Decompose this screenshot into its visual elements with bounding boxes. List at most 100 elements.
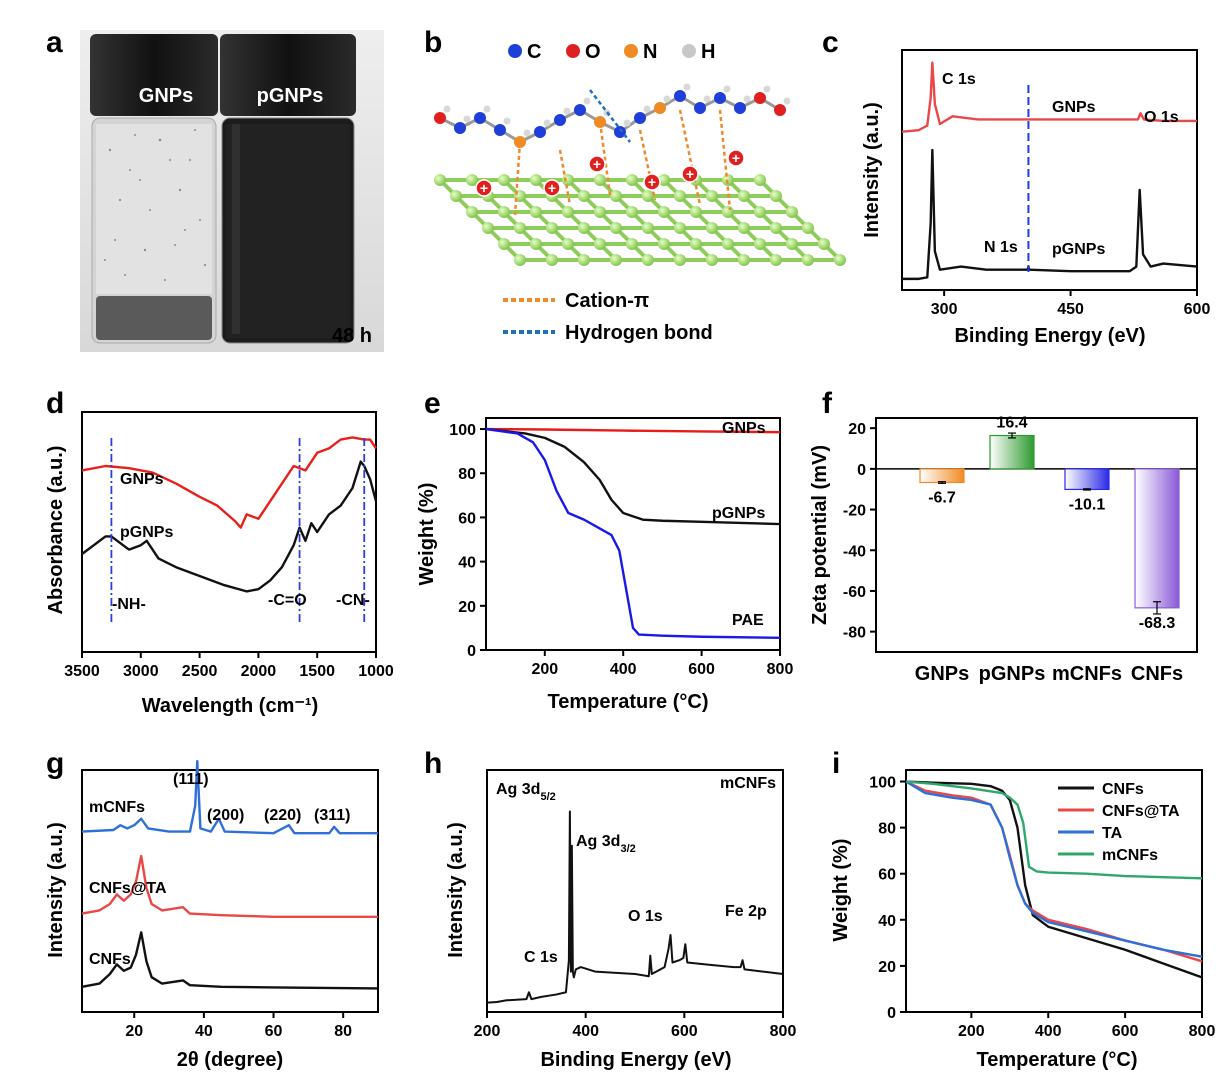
series-line-mcnfs	[905, 780, 1203, 880]
graphene-atom	[514, 222, 526, 234]
y-tick-label: 20	[878, 959, 896, 976]
graphene-atom	[562, 238, 574, 250]
plot-frame	[905, 769, 1203, 1013]
graphene-atom	[658, 174, 670, 186]
peak-label-200: (200)	[207, 807, 244, 824]
vial-photo	[80, 30, 384, 352]
legend-label: TA	[1102, 825, 1123, 842]
ftir-chart-d: 3500 3000 2500 2000 1500 1000 GNPs pGNPs -NH- -C=…	[45, 411, 394, 717]
graphene-atom	[658, 206, 670, 218]
graphene-atom	[786, 206, 798, 218]
series-line-pae	[485, 427, 781, 640]
series-label-gnps: GNPs	[120, 471, 164, 488]
panel-label-d: d	[46, 387, 64, 420]
cation-pi-line	[513, 141, 522, 216]
peak-label-111: (111)	[173, 771, 209, 788]
graphene-atom	[530, 174, 542, 186]
series-line-cnfs-ta	[81, 854, 378, 918]
vial-label-gnps: GNPs	[139, 85, 193, 107]
polymer-atom	[434, 112, 446, 124]
series-label-pae: PAE	[732, 612, 764, 629]
plot-frame	[486, 769, 784, 1013]
y-tick-label: 100	[449, 422, 476, 439]
plus-glyph: +	[593, 156, 601, 172]
polymer-atom	[494, 124, 506, 136]
peak-label-o1s: O 1s	[628, 908, 663, 925]
panel-label-e: e	[424, 387, 441, 420]
series-line-mcnfs	[486, 810, 784, 1004]
graphene-atom	[594, 206, 606, 218]
y-tick-label: -40	[843, 543, 866, 560]
polymer-atom	[694, 102, 706, 114]
plus-glyph: +	[548, 180, 556, 196]
atom-legend: C O N H	[508, 41, 715, 63]
hydrogen-bond-label: Hydrogen bond	[565, 322, 713, 344]
band-label-nh: -NH-	[112, 596, 146, 613]
plot-frame	[875, 417, 1198, 653]
graphene-atom	[466, 206, 478, 218]
x-tick-label: 40	[195, 1023, 213, 1040]
plot-frame	[81, 769, 379, 1013]
x-axis-title: 2θ (degree)	[177, 1049, 283, 1071]
polymer-atom	[774, 104, 786, 116]
atom-o-label: O	[585, 41, 601, 63]
graphene-atom	[738, 222, 750, 234]
x-tick-label: 3500	[64, 663, 100, 680]
hydrogen-atom	[463, 115, 471, 123]
y-tick-label: 80	[458, 466, 476, 483]
x-tick-label: 600	[688, 661, 715, 678]
y-axis-title: Zeta potential (mV)	[809, 445, 831, 625]
series-line-mcnfs	[81, 760, 378, 835]
panel-label-c: c	[822, 26, 839, 59]
y-tick-label: 20	[848, 421, 866, 438]
graphene-atom	[818, 238, 830, 250]
y-tick-label: 60	[878, 867, 896, 884]
legend-label: mCNFs	[1102, 847, 1158, 864]
x-tick-label: 3000	[123, 663, 159, 680]
hydrogen-atom	[683, 83, 691, 91]
panel-label-g: g	[46, 747, 64, 780]
x-tick-label: 20	[125, 1023, 143, 1040]
xps-chart-h: 200 400 600 800 mCNFs Ag 3d5/2 Ag 3d3/2 O 1s C 1…	[445, 769, 796, 1071]
x-tick-label: 1000	[358, 663, 394, 680]
graphene-atom	[626, 238, 638, 250]
x-tick-label: 400	[1035, 1023, 1062, 1040]
graphene-atom	[514, 254, 526, 266]
atom-c-dot	[508, 44, 522, 58]
graphene-atom	[562, 174, 574, 186]
graphene-atom	[674, 254, 686, 266]
graphene-atom	[770, 254, 782, 266]
plot-frame	[81, 411, 377, 653]
series-line-ta	[905, 780, 1203, 958]
hydrogen-atom	[523, 129, 531, 137]
x-tick-label: 600	[1112, 1023, 1139, 1040]
y-tick-label: -20	[843, 503, 866, 520]
x-category-label: GNPs	[915, 663, 969, 685]
panel-label-f: f	[822, 387, 833, 420]
plus-glyph: +	[480, 180, 488, 196]
x-category-label: CNFs	[1131, 663, 1183, 685]
panel-label-a: a	[46, 26, 63, 59]
y-tick-label: 60	[458, 510, 476, 527]
x-tick-label: 800	[767, 661, 794, 678]
data-label: -6.7	[928, 490, 956, 507]
graphene-atom	[610, 190, 622, 202]
atom-n-dot	[624, 44, 638, 58]
graphene-atom	[674, 222, 686, 234]
x-axis-title: Temperature (°C)	[977, 1049, 1138, 1071]
peak-label-fe2p: Fe 2p	[725, 903, 767, 920]
peak-label-c1s: C 1s	[942, 71, 976, 88]
hydrogen-atom	[563, 107, 571, 115]
hydrogen-atom	[503, 117, 511, 125]
plot-frame	[485, 417, 781, 651]
graphene-atom	[626, 206, 638, 218]
polymer-atom	[754, 92, 766, 104]
polymer-atom	[534, 126, 546, 138]
series-label-pgnps: pGNPs	[712, 505, 765, 522]
graphene-atom	[578, 222, 590, 234]
x-tick-label: 400	[572, 1023, 599, 1040]
x-category-label: pGNPs	[979, 663, 1046, 685]
polymer-atom	[454, 122, 466, 134]
graphene-atom	[754, 174, 766, 186]
